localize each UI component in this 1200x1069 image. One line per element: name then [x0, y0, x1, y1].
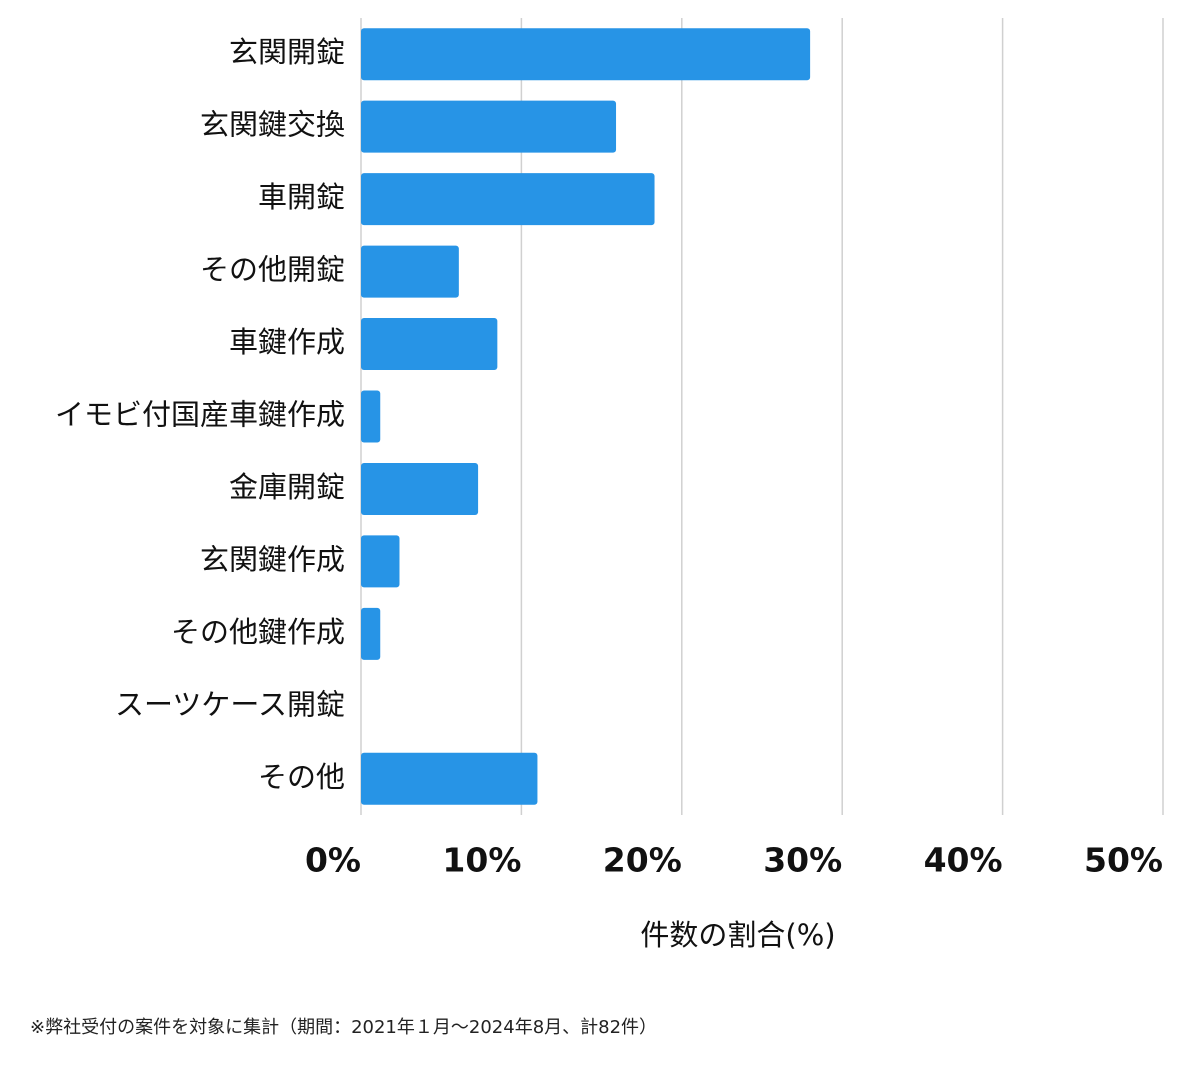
y-tick-label: その他	[258, 760, 345, 794]
y-tick-label: 玄関鍵作成	[200, 542, 345, 576]
y-tick-label: 玄関開錠	[229, 35, 345, 69]
y-tick-label: その他鍵作成	[171, 615, 345, 649]
y-tick-label: その他開錠	[200, 253, 345, 287]
y-tick-label: イモビ付国産車鍵作成	[55, 398, 345, 432]
bar	[361, 318, 498, 371]
y-tick-label: 玄関鍵交換	[200, 108, 345, 142]
x-tick-label: 20%	[603, 841, 682, 880]
x-tick-label: 40%	[924, 841, 1003, 880]
x-tick-label: 0%	[305, 841, 361, 880]
bar	[361, 462, 479, 515]
y-tick-label: 金庫開錠	[229, 470, 345, 504]
bar	[361, 173, 655, 226]
y-tick-label: スーツケース開錠	[115, 687, 345, 721]
bar	[361, 390, 381, 443]
x-tick-label: 30%	[763, 841, 842, 880]
bar	[361, 607, 381, 660]
x-tick-label: 10%	[442, 841, 521, 880]
bar	[361, 245, 459, 298]
bar	[361, 535, 400, 588]
x-tick-label: 50%	[1084, 841, 1163, 880]
footnote: ※弊社受付の案件を対象に集計（期間：2021年１月〜2024年8月、計82件）	[30, 1017, 657, 1038]
bar	[361, 752, 538, 805]
bar	[361, 28, 811, 81]
y-tick-label: 車開錠	[258, 180, 345, 214]
bar	[361, 100, 617, 153]
x-axis-title: 件数の割合(%)	[640, 918, 835, 952]
y-tick-label: 車鍵作成	[229, 325, 345, 359]
